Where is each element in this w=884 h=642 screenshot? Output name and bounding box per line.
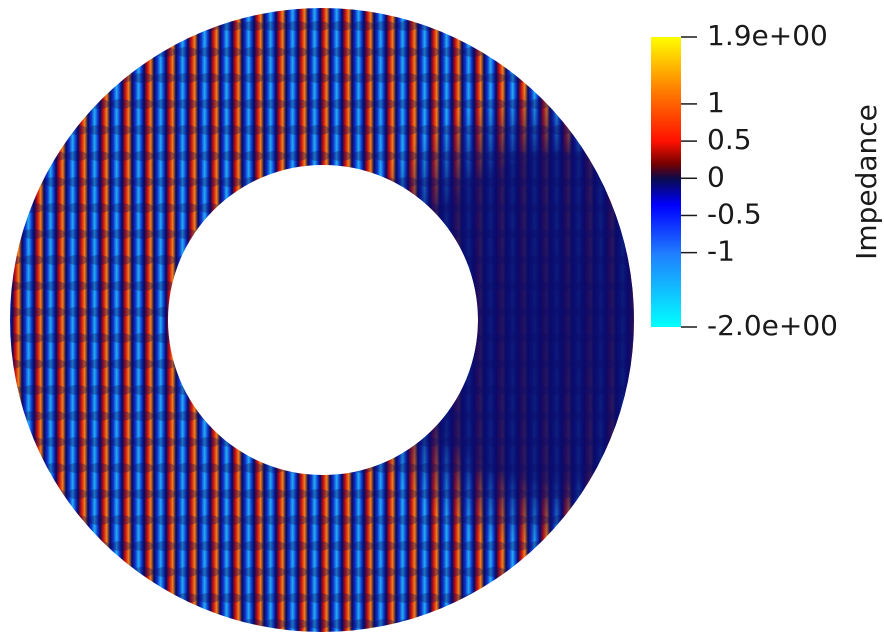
colorbar-tick-label: -0.5: [707, 197, 762, 230]
colorbar-tick-label: 1: [707, 86, 725, 119]
colorbar-tick-label: 0.5: [707, 123, 752, 156]
colorbar-tick-label: 0: [707, 160, 725, 193]
colorbar: [651, 37, 681, 327]
colorbar-tick-label: 1.9e+00: [707, 19, 828, 52]
colorbar-tick-label: -1: [707, 235, 735, 268]
colorbar-title: Impedance: [850, 104, 883, 260]
colorbar-tick-label: -2.0e+00: [707, 309, 838, 342]
annulus-field: [10, 8, 634, 632]
